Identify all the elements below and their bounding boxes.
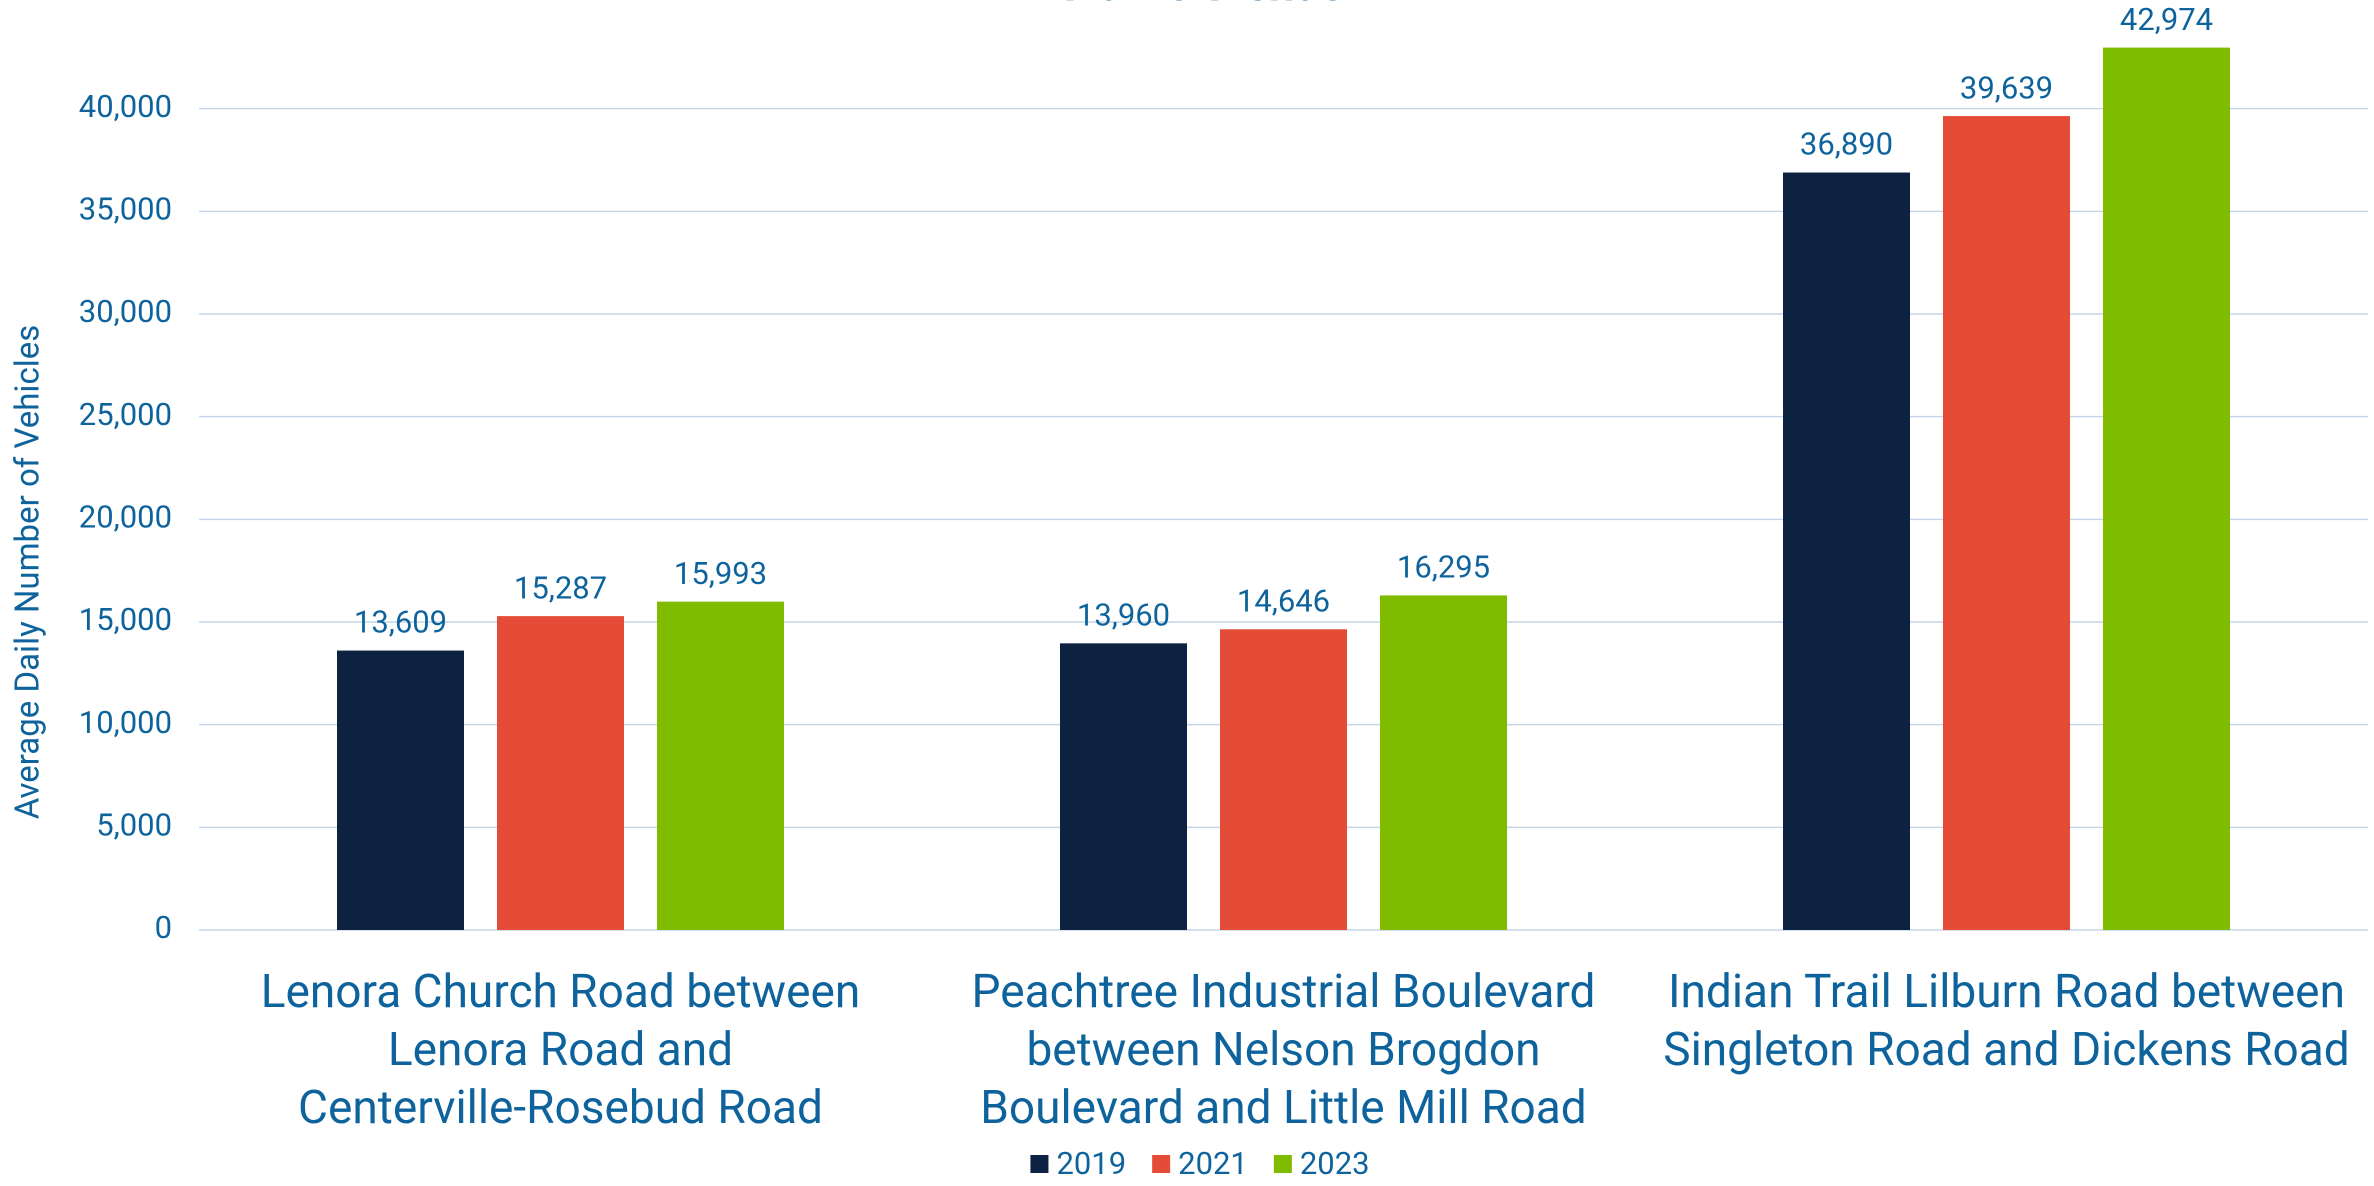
bar	[1783, 172, 1910, 930]
data-label: 39,639	[1960, 69, 2053, 106]
bar	[1060, 643, 1187, 930]
y-tick-label: 15,000	[79, 601, 172, 638]
x-tick-label-line: Peachtree Industrial Boulevard	[972, 965, 1596, 1019]
x-tick-label-line: Lenora Road and	[388, 1023, 733, 1077]
x-tick-label-line: Lenora Church Road between	[261, 965, 861, 1019]
legend-swatch	[1152, 1155, 1171, 1173]
x-tick-label-line: Boulevard and Little Mill Road	[980, 1081, 1587, 1135]
y-axis-label: Average Daily Number of Vehicles	[9, 325, 48, 820]
y-tick-label: 25,000	[79, 396, 172, 433]
y-tick-label: 35,000	[79, 191, 172, 228]
bar	[1380, 595, 1507, 930]
bar	[337, 650, 464, 930]
legend-label: 2023	[1300, 1145, 1370, 1182]
x-tick-label-line: Indian Trail Lilburn Road between	[1668, 965, 2345, 1019]
chart-title: Traffic Trends	[1056, 0, 1344, 12]
data-label: 14,646	[1237, 582, 1330, 619]
data-label: 36,890	[1800, 126, 1893, 163]
legend-label: 2021	[1178, 1145, 1248, 1182]
bar	[497, 616, 624, 930]
bar	[1220, 629, 1347, 930]
x-tick-label-line: between Nelson Brogdon	[1026, 1023, 1540, 1077]
bar	[2103, 47, 2230, 931]
data-label: 13,960	[1077, 597, 1170, 634]
data-label: 16,295	[1397, 549, 1490, 586]
y-tick-label: 20,000	[79, 499, 172, 536]
data-label: 13,609	[354, 604, 447, 641]
data-label: 15,993	[674, 555, 767, 592]
x-tick-label-line: Centerville-Rosebud Road	[298, 1081, 823, 1135]
legend-swatch	[1030, 1155, 1049, 1173]
y-tick-label: 5,000	[96, 807, 172, 844]
x-tick-label: Lenora Church Road between Lenora Road an…	[261, 965, 861, 1135]
y-tick-label: 10,000	[79, 704, 172, 741]
legend-swatch	[1273, 1155, 1292, 1173]
data-label: 42,974	[2120, 1, 2213, 38]
legend: 2019 2021 2023	[1030, 1145, 1370, 1182]
x-tick-label: Indian Trail Lilburn Road between Singlet…	[1663, 965, 2350, 1077]
y-tick-label: 0	[155, 909, 172, 946]
x-tick-label: Peachtree Industrial Boulevard between Ne…	[972, 965, 1596, 1135]
legend-label: 2019	[1056, 1145, 1126, 1182]
data-label: 15,287	[514, 569, 607, 606]
y-tick-label: 30,000	[79, 293, 172, 330]
y-tick-label: 40,000	[79, 88, 172, 125]
bar	[657, 601, 784, 930]
bar	[1943, 116, 2070, 930]
x-tick-label-line: Singleton Road and Dickens Road	[1663, 1023, 2350, 1077]
